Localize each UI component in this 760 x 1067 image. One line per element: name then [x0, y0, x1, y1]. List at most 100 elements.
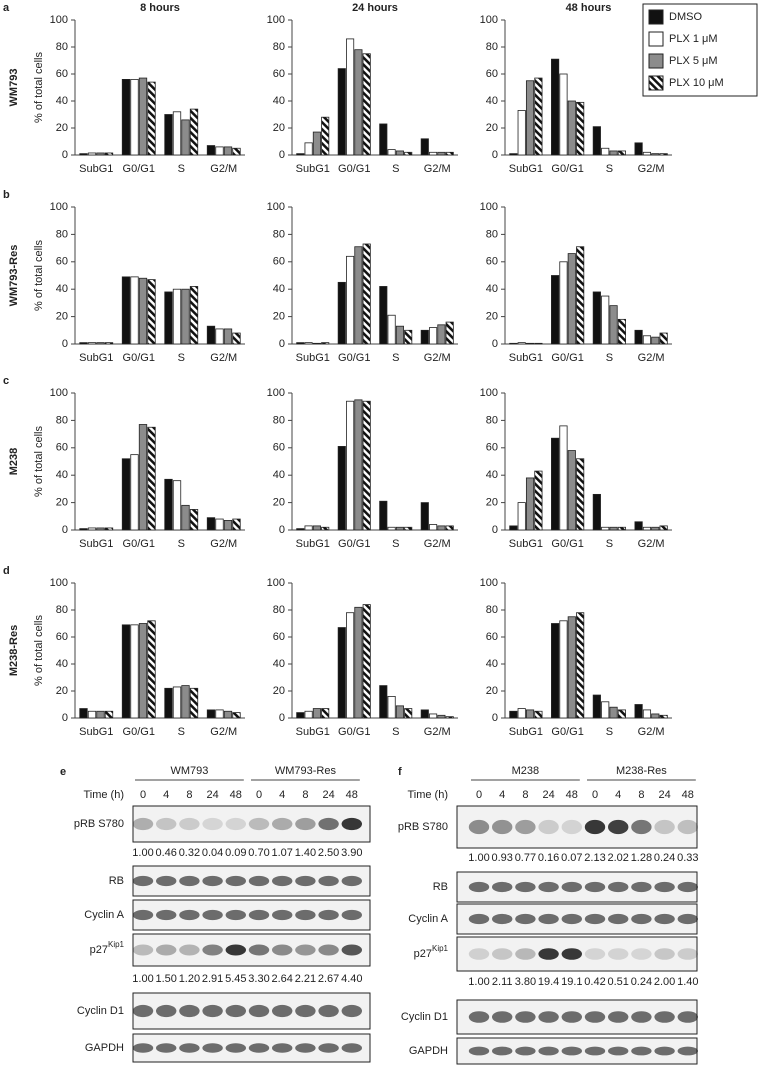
bar: [576, 612, 585, 719]
panel-letter: e: [60, 766, 66, 778]
x-tick-label: S: [392, 538, 399, 550]
blot-band: [607, 1011, 629, 1023]
y-tick-label: 80: [56, 604, 68, 616]
bar: [337, 446, 346, 531]
y-tick-label: 100: [50, 387, 68, 399]
bar: [379, 123, 388, 156]
y-tick-label: 20: [273, 311, 285, 323]
blot-band: [202, 817, 223, 831]
band-quant: 0.70: [248, 847, 269, 859]
band-quant: 0.33: [677, 852, 698, 864]
blot-band: [225, 1043, 247, 1053]
bar: [387, 696, 396, 719]
band-quant: 1.28: [631, 852, 652, 864]
blot-label-main: RB: [433, 881, 448, 893]
band-quant: 0.24: [654, 852, 675, 864]
y-tick-label: 40: [486, 469, 498, 481]
blot-label-main: RB: [109, 875, 124, 887]
x-tick-label: G0/G1: [338, 726, 370, 738]
blot-band: [202, 1043, 223, 1053]
blot-band: [248, 817, 270, 831]
blot-band: [584, 948, 606, 960]
y-tick-label: 20: [56, 122, 68, 134]
blot-label: pRB S780: [398, 821, 448, 833]
blot-label-main: pRB S780: [398, 821, 448, 833]
bar: [79, 153, 88, 156]
blot-band: [318, 1004, 339, 1018]
bar: [404, 526, 413, 531]
band-quant: 1.00: [132, 847, 153, 859]
bar: [87, 527, 97, 531]
y-tick-label: 80: [56, 228, 68, 240]
bar: [79, 528, 88, 531]
bar: [362, 53, 371, 156]
blot-band: [584, 913, 606, 925]
y-tick-label: 80: [486, 604, 498, 616]
blot-band: [248, 1004, 270, 1018]
blot-band: [607, 948, 629, 960]
blot-band: [515, 948, 536, 960]
band-quant: 5.45: [225, 973, 246, 985]
bar: [296, 342, 305, 345]
y-axis-label: % of total cells: [33, 52, 45, 123]
band-quant: 1.20: [179, 973, 200, 985]
blot-band: [515, 1046, 536, 1056]
y-tick-label: 40: [486, 95, 498, 107]
x-tick-label: SubG1: [509, 538, 543, 550]
blot-band: [654, 1046, 675, 1056]
x-tick-label: G0/G1: [551, 538, 583, 550]
legend-label: PLX 10 μM: [669, 77, 724, 89]
x-tick-label: G0/G1: [123, 538, 155, 550]
blot-label-main: p27: [90, 944, 108, 956]
blot-band: [318, 909, 339, 921]
bar: [617, 709, 626, 719]
blot-band: [538, 1046, 559, 1056]
bar: [215, 146, 224, 156]
legend-swatch: [648, 31, 664, 47]
bar: [567, 450, 576, 531]
blot-band: [631, 948, 652, 960]
bar: [104, 342, 114, 345]
bar: [445, 321, 454, 345]
bar: [634, 142, 643, 156]
bar: [420, 502, 429, 531]
blot-band: [631, 881, 652, 893]
blot-band: [155, 1004, 177, 1018]
blot-band: [132, 1043, 154, 1053]
time-label: Time (h): [407, 789, 448, 801]
bar: [559, 425, 568, 531]
bar: [96, 152, 105, 156]
y-tick-label: 40: [486, 283, 498, 295]
bar: [601, 701, 610, 719]
band-quant: 19.1: [561, 976, 582, 988]
bar: [517, 110, 526, 156]
band-quant: 2.91: [202, 973, 223, 985]
bar: [87, 152, 97, 156]
blot-band: [607, 1046, 629, 1056]
blot-band: [318, 817, 339, 831]
y-tick-label: 100: [480, 577, 498, 589]
time-point: 0: [140, 789, 146, 801]
bar: [321, 342, 330, 345]
bar: [304, 142, 313, 156]
bar: [517, 342, 526, 345]
panel-letter: f: [398, 766, 402, 778]
y-tick-label: 20: [486, 685, 498, 697]
x-tick-label: S: [392, 163, 399, 175]
bar: [551, 623, 560, 719]
bar: [304, 525, 313, 531]
blot-band: [295, 875, 316, 887]
blot-band: [515, 819, 536, 835]
x-tick-label: G0/G1: [123, 726, 155, 738]
time-point: 4: [279, 789, 285, 801]
bar: [437, 525, 446, 531]
y-tick-label: 60: [486, 256, 498, 268]
bar: [551, 58, 560, 156]
blot-band: [468, 913, 490, 925]
y-tick-label: 60: [56, 68, 68, 80]
y-tick-label: 60: [486, 442, 498, 454]
y-tick-label: 20: [486, 497, 498, 509]
blot-band: [607, 913, 629, 925]
blot-band: [248, 944, 270, 956]
